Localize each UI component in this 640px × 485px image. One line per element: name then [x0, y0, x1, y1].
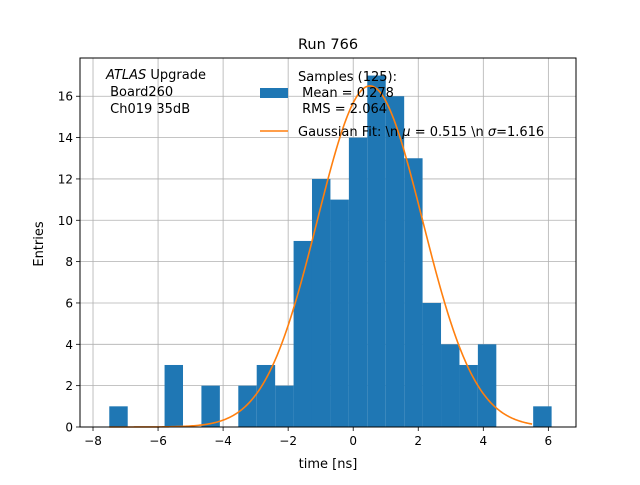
annotation-channel: Ch019 35dB	[106, 102, 190, 117]
histogram-bar	[164, 364, 184, 427]
y-tick-label: 2	[65, 379, 73, 393]
histogram-bar	[311, 178, 331, 427]
x-tick-label: 2	[414, 434, 422, 448]
y-tick-label: 8	[65, 255, 73, 269]
y-axis-label: Entries	[32, 221, 47, 267]
histogram-bar	[422, 302, 442, 427]
histogram-bar	[477, 344, 497, 427]
legend-samples-line1: Samples (125):	[298, 70, 397, 85]
histogram-bar	[109, 406, 128, 427]
y-tick-label: 16	[58, 90, 73, 104]
y-tick-label: 12	[58, 172, 73, 186]
histogram-bar	[459, 364, 478, 427]
histogram-bar	[201, 385, 220, 427]
histogram-bar	[367, 75, 386, 428]
histogram-bar	[533, 406, 552, 427]
y-tick-label: 4	[65, 338, 73, 352]
svg-text:ATLAS Upgrade: ATLAS Upgrade	[105, 68, 206, 83]
histogram-bar	[256, 364, 276, 427]
histogram-bar	[275, 385, 294, 427]
x-axis-label: time [ns]	[299, 457, 358, 472]
x-axis-ticks: −8 −6 −4 −2 0 2 4 6	[84, 427, 552, 448]
chart-title: Run 766	[298, 37, 358, 53]
x-tick-label: −8	[84, 434, 102, 448]
x-tick-label: 4	[479, 434, 487, 448]
y-tick-label: 6	[65, 296, 73, 310]
atlas-annotation: ATLAS Upgrade Board260 Ch019 35dB	[105, 68, 206, 117]
x-tick-label: −2	[279, 434, 297, 448]
legend-samples-line2: Mean = 0.278	[298, 86, 394, 101]
histogram-bar	[385, 96, 405, 427]
histogram-bar	[441, 344, 460, 427]
y-tick-label: 10	[58, 214, 73, 228]
legend: Samples (125): Mean = 0.278 RMS = 2.064 …	[260, 70, 544, 140]
y-tick-label: 0	[65, 421, 73, 435]
x-tick-label: 6	[545, 434, 553, 448]
histogram-bar	[348, 137, 368, 427]
x-tick-label: 0	[349, 434, 357, 448]
histogram-bar	[238, 385, 257, 427]
x-tick-label: −6	[149, 434, 167, 448]
annotation-board: Board260	[106, 85, 173, 100]
legend-fit-label: Gaussian Fit: \n μ = 0.515 \n σ=1.616	[298, 125, 544, 140]
x-tick-label: −4	[214, 434, 232, 448]
legend-samples-swatch	[260, 88, 288, 98]
legend-samples-line3: RMS = 2.064	[298, 102, 387, 117]
y-axis-ticks: 0 2 4 6 8 10 12 14 16	[58, 90, 80, 435]
histogram-bars	[109, 75, 552, 428]
histogram-bar	[330, 199, 349, 427]
axes-frame	[79, 57, 577, 428]
annotation-upgrade: Upgrade	[146, 68, 206, 83]
histogram-bar	[404, 158, 423, 427]
annotation-atlas: ATLAS	[105, 68, 146, 83]
y-tick-label: 14	[58, 131, 73, 145]
histogram-bar	[293, 240, 312, 427]
